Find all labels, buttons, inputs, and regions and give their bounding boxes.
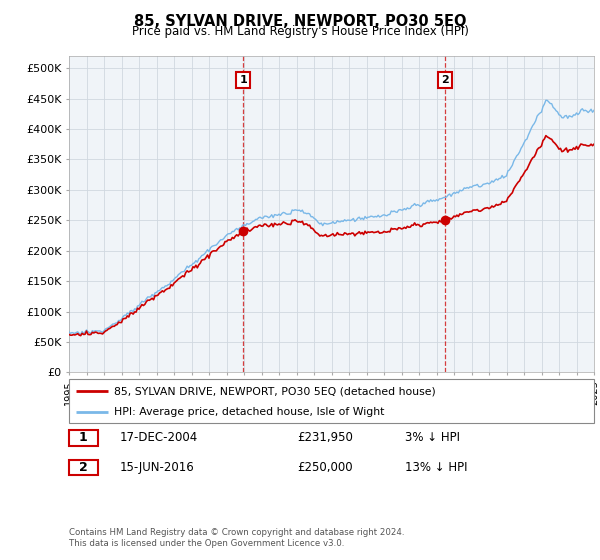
Text: Price paid vs. HM Land Registry's House Price Index (HPI): Price paid vs. HM Land Registry's House … [131,25,469,38]
Text: 15-JUN-2016: 15-JUN-2016 [120,461,195,474]
Text: Contains HM Land Registry data © Crown copyright and database right 2024.
This d: Contains HM Land Registry data © Crown c… [69,528,404,548]
Text: 2: 2 [440,76,448,85]
Text: 85, SYLVAN DRIVE, NEWPORT, PO30 5EQ: 85, SYLVAN DRIVE, NEWPORT, PO30 5EQ [134,14,466,29]
Text: 1: 1 [239,76,247,85]
Text: 3% ↓ HPI: 3% ↓ HPI [405,431,460,445]
Text: £250,000: £250,000 [297,461,353,474]
Text: 85, SYLVAN DRIVE, NEWPORT, PO30 5EQ (detached house): 85, SYLVAN DRIVE, NEWPORT, PO30 5EQ (det… [114,386,436,396]
Text: 2: 2 [79,461,88,474]
Text: 17-DEC-2004: 17-DEC-2004 [120,431,198,445]
Text: HPI: Average price, detached house, Isle of Wight: HPI: Average price, detached house, Isle… [114,407,385,417]
Text: £231,950: £231,950 [297,431,353,445]
Text: 13% ↓ HPI: 13% ↓ HPI [405,461,467,474]
Text: 1: 1 [79,431,88,445]
